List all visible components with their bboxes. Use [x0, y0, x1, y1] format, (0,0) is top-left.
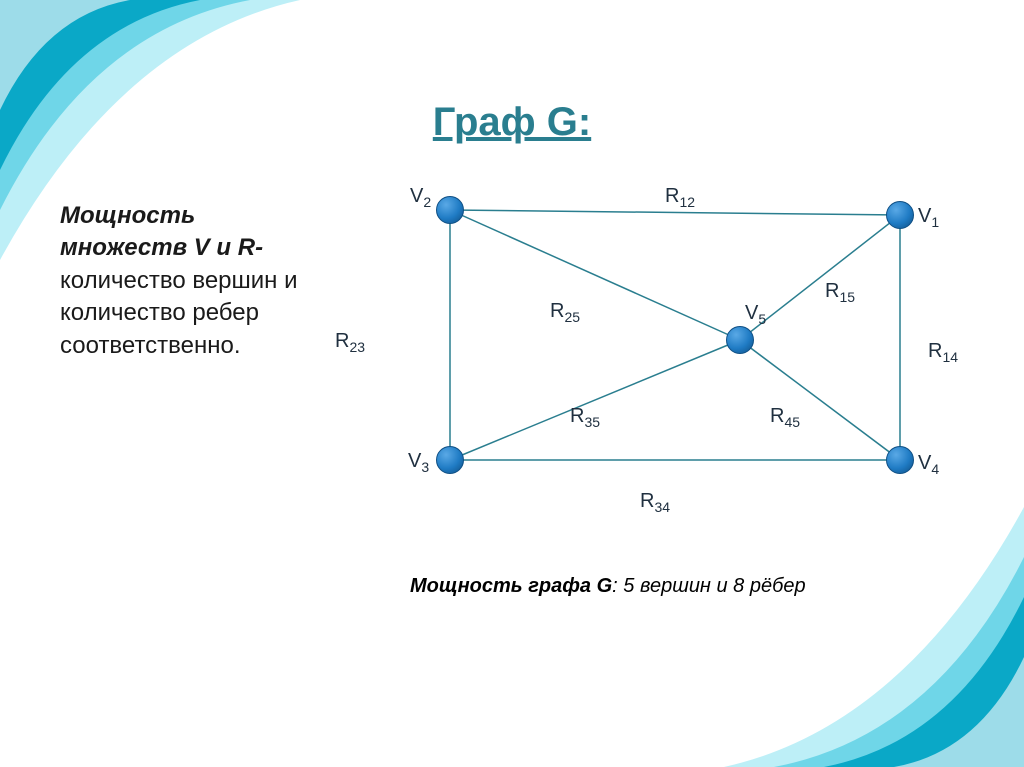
node-V3 — [436, 446, 464, 474]
slide: Граф G: Мощность множеств V и R- количес… — [0, 0, 1024, 767]
node-V2 — [436, 196, 464, 224]
edge-label-R35: R35 — [570, 405, 600, 430]
node-V5 — [726, 326, 754, 354]
edge-label-R12: R12 — [665, 185, 695, 210]
node-label-V3: V3 — [408, 450, 429, 475]
edge-R12 — [450, 210, 900, 215]
edge-label-R34: R34 — [640, 490, 670, 515]
caption-bold: Мощность графа G — [410, 575, 612, 597]
node-label-V2: V2 — [410, 185, 431, 210]
caption-rest: : 5 вершин и 8 рёбер — [612, 575, 805, 597]
node-label-V4: V4 — [918, 452, 939, 477]
edge-label-R45: R45 — [770, 405, 800, 430]
edge-R35 — [450, 340, 740, 460]
node-V4 — [886, 446, 914, 474]
edge-label-R14: R14 — [928, 340, 958, 365]
node-label-V5: V5 — [745, 302, 766, 327]
node-V1 — [886, 201, 914, 229]
edge-R25 — [450, 210, 740, 340]
graph-caption: Мощность графа G: 5 вершин и 8 рёбер — [410, 575, 806, 598]
edge-label-R25: R25 — [550, 300, 580, 325]
edge-R45 — [740, 340, 900, 460]
graph-edges — [0, 0, 1024, 767]
edge-label-R15: R15 — [825, 280, 855, 305]
node-label-V1: V1 — [918, 205, 939, 230]
edge-label-R23: R23 — [335, 330, 365, 355]
